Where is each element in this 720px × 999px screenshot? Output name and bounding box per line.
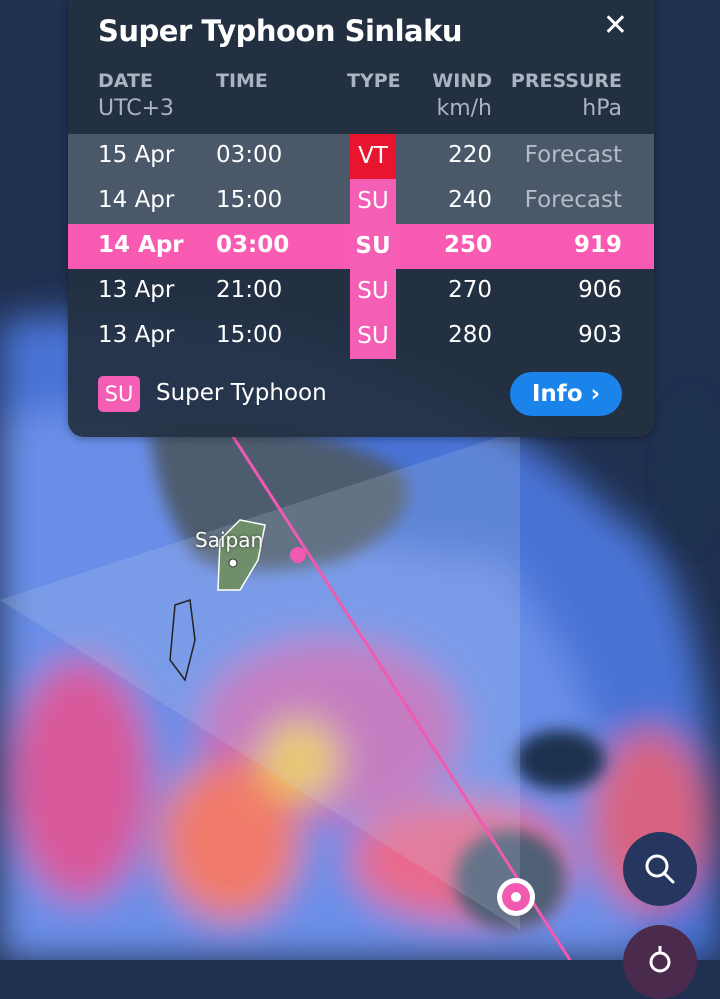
table-row[interactable]: 14 Apr 03:00 SU 250 919 xyxy=(68,224,654,269)
header-type: TYPE xyxy=(347,70,401,92)
forecast-cone xyxy=(0,430,520,930)
cell-pressure: Forecast xyxy=(524,187,622,213)
cell-time: 03:00 xyxy=(216,142,283,168)
cell-pressure: Forecast xyxy=(524,142,622,168)
info-button[interactable]: Info › xyxy=(510,372,622,416)
header-pressure: PRESSURE xyxy=(510,70,622,92)
close-icon[interactable]: ✕ xyxy=(602,8,628,43)
cell-type-badge: SU xyxy=(350,179,396,224)
header-time: TIME xyxy=(216,70,268,92)
cell-wind: 240 xyxy=(448,187,492,213)
table-row[interactable]: 15 Apr 03:00 VT 220 Forecast xyxy=(68,134,654,179)
saipan-island xyxy=(217,519,266,591)
storm-track xyxy=(230,434,572,960)
cell-wind: 270 xyxy=(448,277,492,303)
cell-date: 15 Apr xyxy=(98,142,175,168)
table-row[interactable]: 14 Apr 15:00 SU 240 Forecast xyxy=(68,179,654,224)
chevron-right-icon: › xyxy=(590,381,601,407)
cell-pressure: 903 xyxy=(578,322,622,348)
unit-pressure: hPa xyxy=(582,96,622,121)
cell-type-badge: SU xyxy=(350,314,396,359)
cell-time: 21:00 xyxy=(216,277,283,303)
search-button[interactable] xyxy=(623,832,697,906)
locate-icon xyxy=(649,946,671,973)
place-label-saipan: Saipan xyxy=(195,528,264,552)
unit-date: UTC+3 xyxy=(98,96,175,121)
info-label: Info xyxy=(531,381,583,407)
table-row[interactable]: 13 Apr 15:00 SU 280 903 xyxy=(68,314,654,359)
cell-wind: 280 xyxy=(448,322,492,348)
cell-time: 15:00 xyxy=(216,322,283,348)
locate-button[interactable] xyxy=(623,925,697,999)
cell-time: 15:00 xyxy=(216,187,283,213)
cell-date: 13 Apr xyxy=(98,322,175,348)
cell-time: 03:00 xyxy=(216,232,290,258)
tinian-island xyxy=(169,598,196,682)
landmass-layer xyxy=(150,390,720,930)
cell-date: 13 Apr xyxy=(98,277,175,303)
header-wind: WIND xyxy=(432,70,492,92)
storm-title: Super Typhoon Sinlaku xyxy=(98,14,463,48)
cell-wind: 220 xyxy=(448,142,492,168)
cell-wind: 250 xyxy=(443,232,492,258)
storm-info-panel: Super Typhoon Sinlaku ✕ DATE TIME TYPE W… xyxy=(68,0,654,437)
legend-label: Super Typhoon xyxy=(156,380,327,406)
typhoon-icon[interactable] xyxy=(497,878,535,916)
search-icon xyxy=(645,854,675,884)
cell-type-badge: SU xyxy=(350,269,396,314)
cell-pressure: 919 xyxy=(573,232,622,258)
header-date: DATE xyxy=(98,70,153,92)
cell-type-badge: VT xyxy=(350,134,396,179)
legend-badge: SU xyxy=(98,376,140,412)
table-row[interactable]: 13 Apr 21:00 SU 270 906 xyxy=(68,269,654,314)
cell-date: 14 Apr xyxy=(98,187,175,213)
cell-pressure: 906 xyxy=(578,277,622,303)
cell-date: 14 Apr xyxy=(98,232,184,258)
unit-wind: km/h xyxy=(436,96,492,121)
cell-type-badge: SU xyxy=(350,224,396,269)
track-point[interactable] xyxy=(290,547,306,563)
saipan-marker xyxy=(228,558,238,568)
